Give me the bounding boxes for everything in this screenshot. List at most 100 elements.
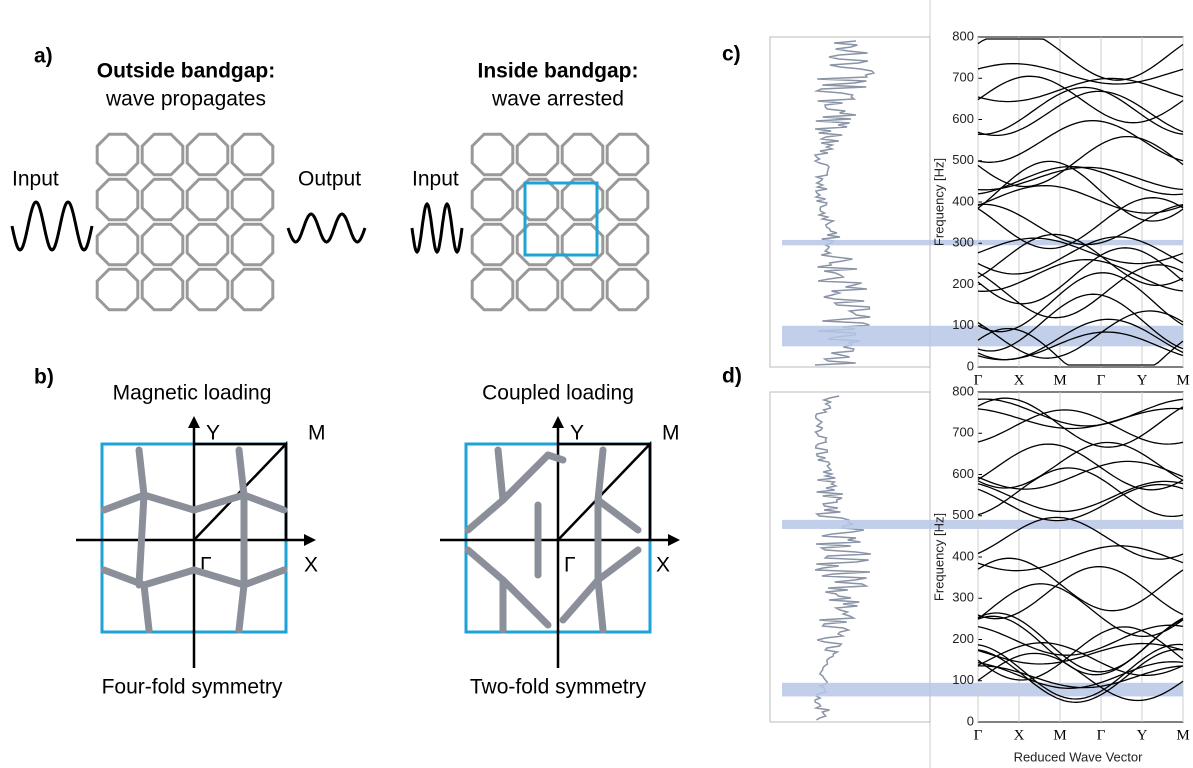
- y-tick-label: 500: [952, 152, 974, 167]
- lattice-cell: [142, 179, 183, 220]
- x-tick-label: Γ: [1097, 372, 1106, 388]
- bandgap-highlight: [782, 683, 1183, 697]
- axis-x-label: X: [656, 554, 670, 577]
- point-m: M: [662, 422, 680, 445]
- dispersion-curve: [978, 398, 1183, 447]
- y-tick-label: 300: [952, 590, 974, 605]
- beam: [139, 495, 144, 585]
- lattice-cell: [187, 134, 228, 175]
- beam: [244, 570, 284, 585]
- input-label: Input: [12, 168, 59, 191]
- bandgap-highlight: [782, 240, 1183, 245]
- lattice-cell: [472, 224, 513, 265]
- y-tick-label: 200: [952, 276, 974, 291]
- beam: [194, 495, 244, 510]
- arrow: [668, 534, 680, 546]
- lattice-cell: [142, 269, 183, 310]
- y-tick-label: 600: [952, 111, 974, 126]
- lattice-cell: [607, 134, 648, 175]
- beam: [498, 450, 503, 500]
- point-gamma: Γ: [564, 554, 576, 577]
- lattice-cell: [517, 269, 558, 310]
- input-wave: [12, 202, 92, 250]
- dispersion-curve: [978, 91, 1183, 135]
- x-tick-label: X: [1014, 727, 1025, 743]
- panel-label: a): [34, 45, 53, 68]
- y-axis-title: Frequency [Hz]: [931, 513, 946, 601]
- input-label: Input: [412, 168, 459, 191]
- dispersion-curve: [978, 613, 1183, 672]
- beam: [563, 580, 598, 620]
- lattice-cell: [232, 134, 273, 175]
- beam: [194, 570, 244, 585]
- lattice-cell: [232, 269, 273, 310]
- lattice-cell: [517, 134, 558, 175]
- subtitle: wave arrested: [491, 88, 624, 111]
- dispersion-curve: [978, 616, 1183, 674]
- lattice-cell: [97, 224, 138, 265]
- beam: [144, 495, 194, 510]
- beam: [144, 570, 194, 585]
- x-tick-label: M: [1053, 372, 1066, 388]
- figure: a) Outside bandgap: wave propagates Inpu…: [0, 0, 1193, 768]
- lattice-cell: [187, 269, 228, 310]
- x-tick-label: Γ: [1097, 727, 1106, 743]
- point-m: M: [308, 422, 326, 445]
- lattice-cell: [187, 179, 228, 220]
- beam: [598, 580, 603, 630]
- y-axis-title: Frequency [Hz]: [931, 158, 946, 246]
- x-axis-title: Reduced Wave Vector: [1014, 749, 1144, 764]
- y-tick-label: 400: [952, 548, 974, 563]
- y-tick-label: 200: [952, 631, 974, 646]
- beam: [239, 450, 244, 495]
- beam: [598, 550, 638, 580]
- y-tick-label: 600: [952, 466, 974, 481]
- beam: [503, 580, 548, 625]
- dispersion-curve: [978, 584, 1183, 637]
- lattice-cell: [187, 224, 228, 265]
- lattice-cell: [517, 179, 558, 220]
- lattice-cell: [472, 179, 513, 220]
- dos-curve: [815, 396, 871, 720]
- axis-x-label: X: [304, 554, 318, 577]
- bandgap-highlight: [782, 326, 1183, 347]
- caption: Two-fold symmetry: [470, 676, 647, 699]
- x-tick-label: X: [1014, 372, 1025, 388]
- lattice-cell: [607, 224, 648, 265]
- lattice-cell: [142, 134, 183, 175]
- panel-label: c): [722, 43, 741, 66]
- y-tick-label: 0: [967, 358, 974, 373]
- arrow: [188, 416, 200, 428]
- beam: [503, 455, 548, 500]
- y-tick-label: 700: [952, 70, 974, 85]
- beam: [468, 550, 503, 580]
- y-tick-label: 700: [952, 425, 974, 440]
- title: Inside bandgap:: [477, 60, 638, 83]
- beam: [139, 450, 144, 495]
- y-tick-label: 0: [967, 713, 974, 728]
- dos-curve: [815, 41, 874, 365]
- lattice-cell: [562, 269, 603, 310]
- lattice-cell: [232, 224, 273, 265]
- lattice-cell: [97, 134, 138, 175]
- y-tick-label: 100: [952, 672, 974, 687]
- dispersion-curve: [978, 167, 1183, 195]
- caption: Four-fold symmetry: [102, 676, 283, 699]
- lattice-cell: [472, 269, 513, 310]
- axis-y-label: Y: [206, 422, 220, 445]
- x-tick-label: Y: [1137, 372, 1148, 388]
- input-wave: [412, 204, 462, 252]
- dispersion-curve: [978, 558, 1183, 610]
- output-label: Output: [298, 168, 361, 191]
- title: Magnetic loading: [113, 382, 272, 405]
- axis-y-label: Y: [570, 422, 584, 445]
- x-tick-label: M: [1176, 727, 1189, 743]
- lattice-cell: [607, 269, 648, 310]
- dispersion-curve: [978, 137, 1183, 187]
- y-tick-label: 800: [952, 383, 974, 398]
- page: {"panels": { "a": {"label": "a)", "left"…: [0, 0, 1193, 768]
- beam: [468, 500, 503, 530]
- beam: [598, 500, 638, 530]
- x-tick-label: Γ: [974, 372, 983, 388]
- lattice-cell: [562, 134, 603, 175]
